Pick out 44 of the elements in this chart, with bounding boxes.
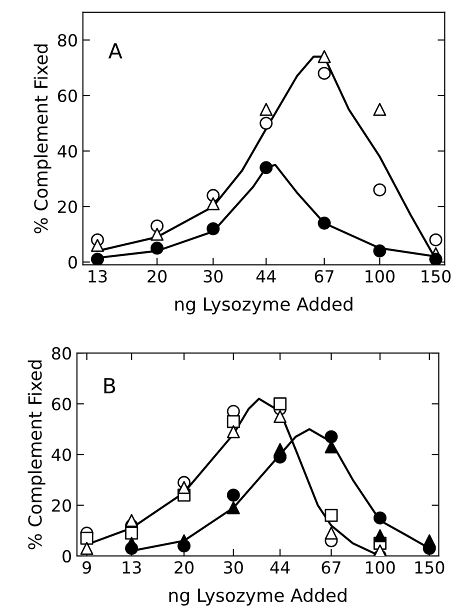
point <box>318 50 331 64</box>
y-tick-label: 80 <box>52 347 71 360</box>
point <box>429 233 442 246</box>
point <box>150 242 164 255</box>
x-tick-label: 67 <box>322 561 340 574</box>
point <box>373 244 386 258</box>
x-axis-title: ng Lysozyme Added <box>175 296 352 314</box>
x-tick-label: 100 <box>366 561 395 574</box>
point <box>206 197 220 210</box>
x-tick-label: 150 <box>415 561 444 574</box>
x-tick-label: 9 <box>82 561 91 574</box>
point <box>206 222 220 236</box>
annotation: B <box>104 378 116 394</box>
point <box>150 219 164 232</box>
y-tick-label: 0 <box>62 550 71 563</box>
point <box>150 228 164 241</box>
point <box>373 102 386 116</box>
x-tick-label: 13 <box>88 270 107 283</box>
y-axis-title: % Complement Fixed <box>28 360 46 550</box>
point <box>318 66 331 80</box>
y-axis-title: % Complement Fixed <box>34 44 52 234</box>
x-tick-label: 100 <box>366 270 394 283</box>
y-tick-label: 40 <box>58 144 77 158</box>
x-tick-label: 67 <box>314 270 334 283</box>
y-tick-label: 80 <box>58 34 77 47</box>
y-tick-label: 40 <box>52 448 71 462</box>
x-tick-label: 150 <box>422 270 451 283</box>
x-tick-label: 30 <box>224 561 243 574</box>
annotation: A <box>108 43 122 58</box>
y-tick-label: 60 <box>52 398 71 410</box>
point <box>373 183 386 196</box>
x-axis-title: ng Lysozyme Added <box>169 588 346 606</box>
x-tick-label: 44 <box>256 270 276 282</box>
point <box>318 216 331 230</box>
x-tick-label: 44 <box>270 561 290 574</box>
x-tick-label: 13 <box>122 561 141 574</box>
x-tick-label: 30 <box>204 270 223 283</box>
y-tick-label: 20 <box>52 499 71 512</box>
x-tick-label: 20 <box>148 270 167 283</box>
y-tick-label: 60 <box>58 89 77 102</box>
point <box>429 252 442 265</box>
y-tick-label: 20 <box>58 200 77 214</box>
y-tick-label: 0 <box>68 256 77 269</box>
x-tick-label: 20 <box>174 561 194 574</box>
